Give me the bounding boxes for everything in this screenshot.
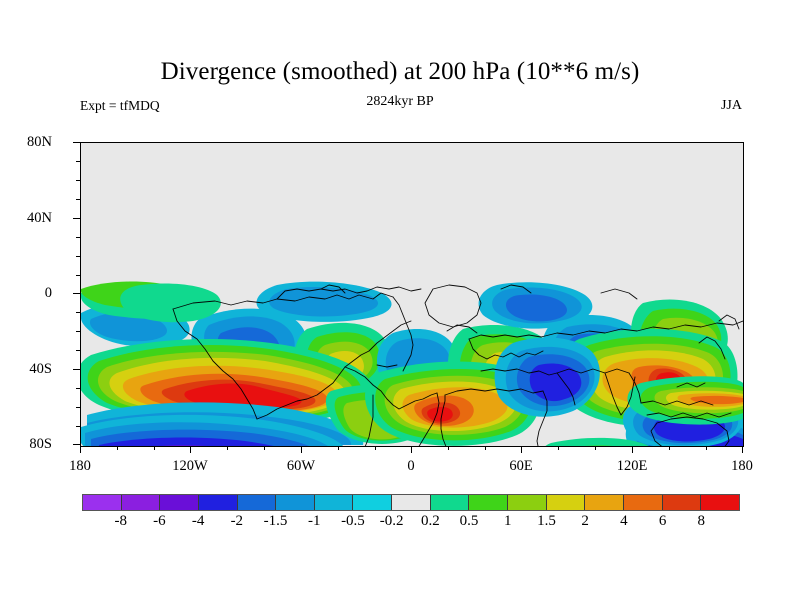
x-tick-180w xyxy=(80,446,81,453)
colorbar-tick-label: 1.5 xyxy=(537,513,556,529)
x-axis-label-60w: 60W xyxy=(286,458,316,474)
colorbar-swatch-3 xyxy=(198,495,238,510)
colorbar-swatch-0 xyxy=(83,495,122,510)
figure-title: Divergence (smoothed) at 200 hPa (10**6 … xyxy=(160,58,640,85)
y-tick-minor xyxy=(76,426,80,427)
x-tick-minor xyxy=(558,446,559,450)
experiment-label: Expt = tfMDQ xyxy=(80,98,160,113)
y-axis-label-80s: 80S xyxy=(29,436,52,452)
season-label: JJA xyxy=(720,98,742,113)
y-axis-label-80n: 80N xyxy=(27,134,52,150)
colorbar-tick-label: 8 xyxy=(697,513,706,529)
x-tick-120e xyxy=(632,446,633,453)
colorbar-tick-label: -4 xyxy=(191,513,205,529)
x-tick-minor xyxy=(338,446,339,450)
colorbar-swatch-13 xyxy=(585,495,624,510)
divergence-contour-map xyxy=(81,143,743,446)
colorbar-swatch-15 xyxy=(662,495,702,510)
colorbar-swatch-1 xyxy=(121,495,161,510)
y-axis-label-40s: 40S xyxy=(29,361,52,377)
colorbar-swatch-8 xyxy=(392,495,431,510)
x-tick-minor xyxy=(669,446,670,450)
colorbar-swatch-11 xyxy=(508,495,547,510)
colorbar-swatch-16 xyxy=(701,495,739,510)
y-tick-minor xyxy=(76,180,80,181)
colorbar-tick-label: -6 xyxy=(153,513,166,529)
x-tick-minor xyxy=(227,446,228,450)
colorbar-tick-label: 2 xyxy=(581,513,589,529)
x-tick-minor xyxy=(448,446,449,450)
colorbar-tick-label: 1 xyxy=(504,513,512,529)
x-axis-label-60e: 60E xyxy=(509,458,533,474)
x-tick-minor xyxy=(595,446,596,450)
contour-fill-group xyxy=(81,143,743,446)
colorbar-swatch-2 xyxy=(160,495,199,510)
x-tick-minor xyxy=(154,446,155,450)
x-axis-label-180w: 180 xyxy=(69,458,91,474)
y-tick-minor xyxy=(76,388,80,389)
x-tick-minor xyxy=(706,446,707,450)
colorbar-tick-label: 6 xyxy=(658,513,667,529)
y-tick-minor xyxy=(76,350,80,351)
x-tick-0 xyxy=(411,446,412,453)
x-tick-minor xyxy=(117,446,118,450)
y-tick-minor xyxy=(76,407,80,408)
colorbar-swatch-12 xyxy=(546,495,586,510)
y-tick-80n xyxy=(73,142,80,143)
x-tick-minor xyxy=(375,446,376,450)
y-tick-40s xyxy=(73,369,80,370)
colorbar-swatch-4 xyxy=(237,495,277,510)
colorbar-swatch-6 xyxy=(314,495,354,510)
coastlines xyxy=(172,284,743,446)
colorbar-tick-label: -0.2 xyxy=(379,513,404,529)
y-tick-minor xyxy=(76,275,80,276)
y-tick-80s xyxy=(73,444,80,445)
x-tick-minor xyxy=(264,446,265,450)
x-axis-label-120e: 120E xyxy=(616,458,648,474)
y-tick-minor xyxy=(76,312,80,313)
colorbar-swatch-7 xyxy=(353,495,393,510)
colorbar-swatch-9 xyxy=(430,495,470,510)
x-tick-60e xyxy=(521,446,522,453)
colorbar-swatch-10 xyxy=(469,495,509,510)
colorbar-swatch-5 xyxy=(276,495,315,510)
x-tick-120w xyxy=(190,446,191,453)
map-plot-area xyxy=(80,142,744,447)
y-tick-minor xyxy=(76,161,80,162)
colorbar-tick-label: -1.5 xyxy=(263,513,288,529)
colorbar-swatch-14 xyxy=(623,495,663,510)
time-period-label: 2824kyr BP xyxy=(366,94,434,109)
colorbar-tick-label: -2 xyxy=(230,513,244,529)
y-tick-minor xyxy=(76,256,80,257)
x-tick-180e xyxy=(742,446,743,453)
x-tick-minor xyxy=(485,446,486,450)
x-tick-60w xyxy=(301,446,302,453)
colorbar-tick-label: -1 xyxy=(307,513,321,529)
x-axis-label-0: 0 xyxy=(407,458,415,474)
y-tick-40n xyxy=(73,218,80,219)
y-axis-label-0: 0 xyxy=(44,285,52,301)
colorbar xyxy=(82,494,740,511)
y-tick-minor xyxy=(76,331,80,332)
y-tick-minor xyxy=(76,199,80,200)
colorbar-tick-label: 4 xyxy=(620,513,628,529)
colorbar-tick-label: 0.2 xyxy=(420,513,440,529)
y-axis-label-40n: 40N xyxy=(27,210,52,226)
colorbar-tick-label: 0.5 xyxy=(459,513,479,529)
colorbar-labels: -8 -6 -4 -2 -1.5 -1 -0.5 -0.2 0.2 0.5 1 1.5 2 4 6 8 xyxy=(82,513,740,535)
y-tick-0 xyxy=(73,293,80,294)
y-tick-minor xyxy=(76,237,80,238)
colorbar-tick-label: -8 xyxy=(114,513,127,529)
x-axis-label-180e: 180 xyxy=(731,458,753,474)
x-axis-label-120w: 120W xyxy=(172,458,208,474)
colorbar-tick-label: -0.5 xyxy=(341,513,365,529)
